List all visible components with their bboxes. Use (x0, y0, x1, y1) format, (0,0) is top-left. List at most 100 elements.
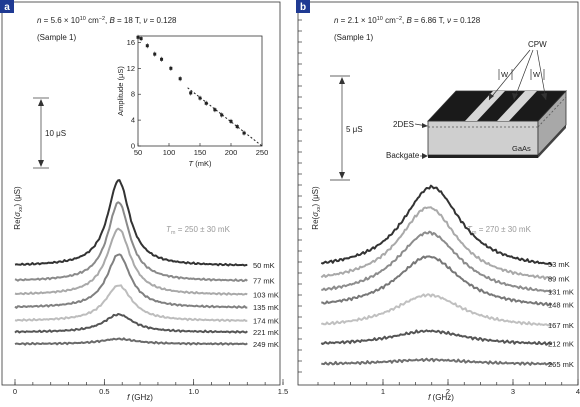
panel-b-scale-bar: 5 μS (330, 75, 363, 181)
series-line-50-mK (14, 179, 248, 267)
backgate-layer (428, 155, 538, 158)
series-label: 77 mK (253, 277, 275, 286)
inset-point (204, 101, 208, 105)
gap-stripe-1 (465, 91, 505, 121)
panel-b-xlabel: f (GHz) (428, 393, 454, 402)
series-label: 265 mK (548, 360, 574, 369)
inset-point (242, 131, 246, 135)
inset-y-tick-label: 0 (131, 142, 135, 151)
series-label: 249 mK (253, 340, 279, 349)
panel-b-frame (297, 1, 579, 386)
twodes-label: 2DES (393, 120, 414, 129)
backgate-side (538, 125, 566, 158)
series-label: 212 mK (548, 340, 574, 349)
panel-b-ylabel: Re(σxx) (μS) (311, 186, 322, 230)
inset-x-tick-label: 100 (163, 148, 176, 157)
inset-y-tick-label: 12 (127, 64, 135, 73)
x-tick-label: 4 (576, 387, 580, 396)
panel-b-label-box (296, 0, 310, 13)
series-line-265-mK (321, 357, 553, 366)
panel-a-tm: Tm = 250 ± 30 mK (166, 225, 231, 236)
series-line-131-mK (321, 230, 553, 294)
gap-stripe-2 (497, 91, 537, 121)
series-line-89-mK (320, 206, 553, 281)
series-label: 50 mK (253, 261, 275, 270)
x-tick-label: 1.0 (188, 387, 198, 396)
panel-b-header: n = 2.1 × 1010 cm−2, B = 6.86 T, ν = 0.1… (334, 16, 481, 25)
series-line-53-mK (320, 184, 553, 267)
panel-a-label-box (0, 0, 14, 13)
panel-a-x-ticks: 0 0.5 1.0 1.5 (13, 379, 288, 396)
x-tick-label: 0 (13, 387, 17, 396)
series-label: 174 mK (253, 317, 279, 326)
panel-a-ylabel: Re(σxx) (μS) (13, 186, 24, 230)
inset-point (153, 52, 157, 56)
series-label: 89 mK (548, 274, 570, 283)
panel-a: a n = 5.6 × 1010 cm−2, B = 18 T, ν = 0.1… (0, 0, 288, 402)
inset-x-tick-label: 150 (194, 148, 207, 157)
inset-point (136, 35, 140, 39)
panel-a-sample: (Sample 1) (37, 33, 76, 42)
inset-ylabel: Amplitude (μS) (116, 66, 125, 116)
series-line-135-mK (14, 253, 248, 309)
inset-point (178, 77, 182, 81)
gaas-label: GaAs (512, 144, 531, 153)
panel-a-frame (1, 1, 281, 386)
series-label: 148 mK (548, 301, 574, 310)
panel-b-sample: (Sample 1) (334, 33, 373, 42)
inset-x-tick-label: 250 (256, 148, 269, 157)
inset-point (169, 66, 173, 70)
twodes-side-line (537, 96, 567, 128)
series-label: 53 mK (548, 260, 570, 269)
panel-b: b n = 2.1 × 1010 cm−2, B = 6.86 T, ν = 0… (296, 0, 580, 402)
panel-b-tm: Tm = 270 ± 30 mK (467, 225, 532, 236)
inset-frame (137, 35, 263, 147)
panel-b-y-ticks (298, 19, 302, 373)
inset-point (198, 96, 202, 100)
series-line-212-mK (320, 329, 553, 346)
panel-a-inset: 50 100 150 200 250 0 4 8 12 16 Amplitude (μS) T (… (116, 34, 269, 168)
panel-a-series: 50 mK 77 mK 103 mK 135 mK 174 mK 221 mK 249 mK (14, 179, 279, 349)
panel-a-xlabel: f (GHz) (127, 393, 153, 402)
series-line-148-mK (321, 255, 553, 307)
series-label: 103 mK (253, 290, 279, 299)
series-label: 135 mK (253, 303, 279, 312)
series-line-221-mK (14, 313, 248, 334)
panel-a-header: n = 5.6 × 1010 cm−2, B = 18 T, ν = 0.128 (37, 16, 177, 25)
inset-y-tick-label: 4 (131, 116, 135, 125)
inset-point (235, 125, 239, 129)
panel-b-label: b (300, 2, 306, 13)
inset-point (139, 37, 143, 41)
w-label-1: W (501, 70, 509, 79)
x-tick-label: 3 (511, 387, 515, 396)
panel-b-series: 53 mK 89 mK 131 mK 148 mK 167 mK 212 mK 265 mK (320, 184, 574, 369)
series-label: 167 mK (548, 321, 574, 330)
series-line-167-mK (321, 293, 553, 327)
x-tick-label: 1.5 (278, 387, 288, 396)
x-tick-label: 0.5 (99, 387, 109, 396)
inset-points (136, 34, 246, 136)
inset-point (220, 113, 224, 117)
series-label: 131 mK (548, 288, 574, 297)
panel-a-label: a (4, 2, 10, 13)
x-tick-label: 1 (381, 387, 385, 396)
backgate-label: Backgate (386, 151, 420, 160)
inset-ticks: 50 100 150 200 250 0 4 8 12 16 (127, 38, 269, 157)
panel-b-scale-bar-label: 5 μS (346, 125, 363, 134)
panel-b-x-ticks: 1 2 3 4 (317, 379, 580, 396)
inset-x-tick-label: 50 (134, 148, 142, 157)
w-label-2: W (533, 70, 541, 79)
panel-a-scale-bar-label: 10 μS (45, 129, 66, 138)
inset-y-tick-label: 16 (127, 38, 135, 47)
inset-xlabel: T (mK) (189, 159, 212, 168)
cpw-label: CPW (528, 40, 547, 49)
panel-a-scale-bar: 10 μS (33, 97, 66, 169)
series-line-103-mK (14, 227, 248, 296)
series-line-77-mK (14, 201, 248, 283)
x-tick-label: 2 (446, 387, 450, 396)
series-line-249-mK (14, 337, 248, 346)
inset-fit-line (187, 87, 263, 147)
inset-point (160, 57, 164, 61)
inset-x-tick-label: 200 (225, 148, 238, 157)
